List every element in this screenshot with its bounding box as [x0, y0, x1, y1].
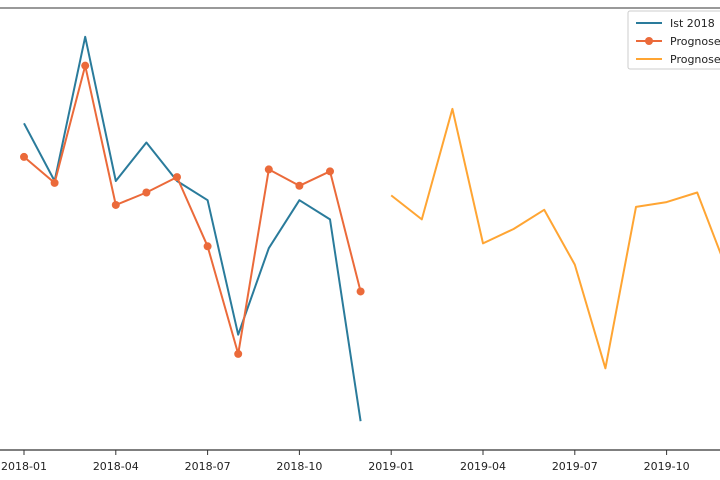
- series-line-prognose-2019: [390, 107, 720, 370]
- x-tick-label: 2018-04: [93, 460, 139, 473]
- x-axis: 2018-01 2018-04 2018-07 2018-10 2019-01 2019-…: [1, 450, 690, 473]
- series-point-prognose-markers: [50, 178, 59, 187]
- x-tick-label: 2018-07: [185, 460, 231, 473]
- plot-area: [20, 35, 720, 422]
- legend-label-ist-2018: Ist 2018: [670, 17, 715, 30]
- series-point-prognose-markers: [295, 181, 304, 190]
- series-point-prognose-markers: [20, 152, 28, 161]
- x-tick-label: 2019-10: [644, 460, 690, 473]
- series-point-prognose-markers: [142, 188, 151, 197]
- x-tick-label: 2018-01: [1, 460, 47, 473]
- legend: Ist 2018 Prognose Prognose: [627, 10, 720, 70]
- series-point-prognose-markers: [203, 242, 212, 251]
- series-point-prognose-markers: [326, 167, 334, 176]
- x-tick-label: 2019-04: [460, 460, 506, 473]
- series-point-prognose-markers: [234, 349, 243, 358]
- series-line-ist-2018: [23, 35, 362, 422]
- series-point-prognose-markers: [356, 287, 365, 296]
- legend-label-prognose-markers: Prognose: [670, 35, 720, 48]
- series-point-prognose-markers: [264, 165, 273, 174]
- x-tick-label: 2018-10: [276, 460, 322, 473]
- legend-box: [627, 10, 720, 70]
- series-point-prognose-markers: [173, 173, 181, 182]
- series-point-prognose-markers: [111, 200, 120, 209]
- axes-frame: [0, 7, 720, 451]
- x-tick-label: 2019-01: [368, 460, 414, 473]
- series-point-prognose-markers: [81, 61, 90, 70]
- legend-label-prognose-2019: Prognose: [670, 53, 720, 66]
- x-tick-label: 2019-07: [552, 460, 598, 473]
- legend-marker-prognose: [645, 37, 653, 45]
- series-line-prognose-markers: [23, 64, 362, 355]
